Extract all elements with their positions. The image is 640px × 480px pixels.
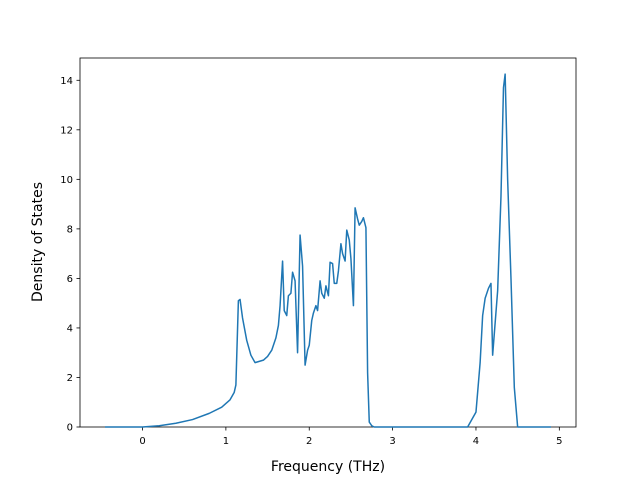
y-axis-label: Density of States xyxy=(30,182,46,302)
y-tick-label: 14 xyxy=(60,76,73,87)
x-tick-label: 4 xyxy=(473,436,479,447)
x-tick-label: 2 xyxy=(306,436,312,447)
y-tick-label: 6 xyxy=(67,274,73,285)
y-tick-label: 8 xyxy=(67,224,73,235)
x-axis-label: Frequency (THz) xyxy=(271,459,385,475)
x-axis-ticks: 0 1 2 3 4 5 xyxy=(139,427,563,447)
plot-area xyxy=(79,57,577,428)
x-tick-label: 3 xyxy=(389,436,395,447)
y-tick-label: 10 xyxy=(60,175,73,186)
x-tick-label: 0 xyxy=(139,436,145,447)
series-line xyxy=(105,73,551,428)
y-tick-label: 2 xyxy=(67,373,73,384)
y-tick-label: 0 xyxy=(67,423,73,434)
x-tick-label: 5 xyxy=(556,436,562,447)
x-tick-label: 1 xyxy=(223,436,229,447)
y-tick-label: 12 xyxy=(60,125,73,136)
y-axis-ticks: 0 2 4 6 8 10 12 14 xyxy=(60,76,80,434)
y-tick-label: 4 xyxy=(67,323,73,334)
